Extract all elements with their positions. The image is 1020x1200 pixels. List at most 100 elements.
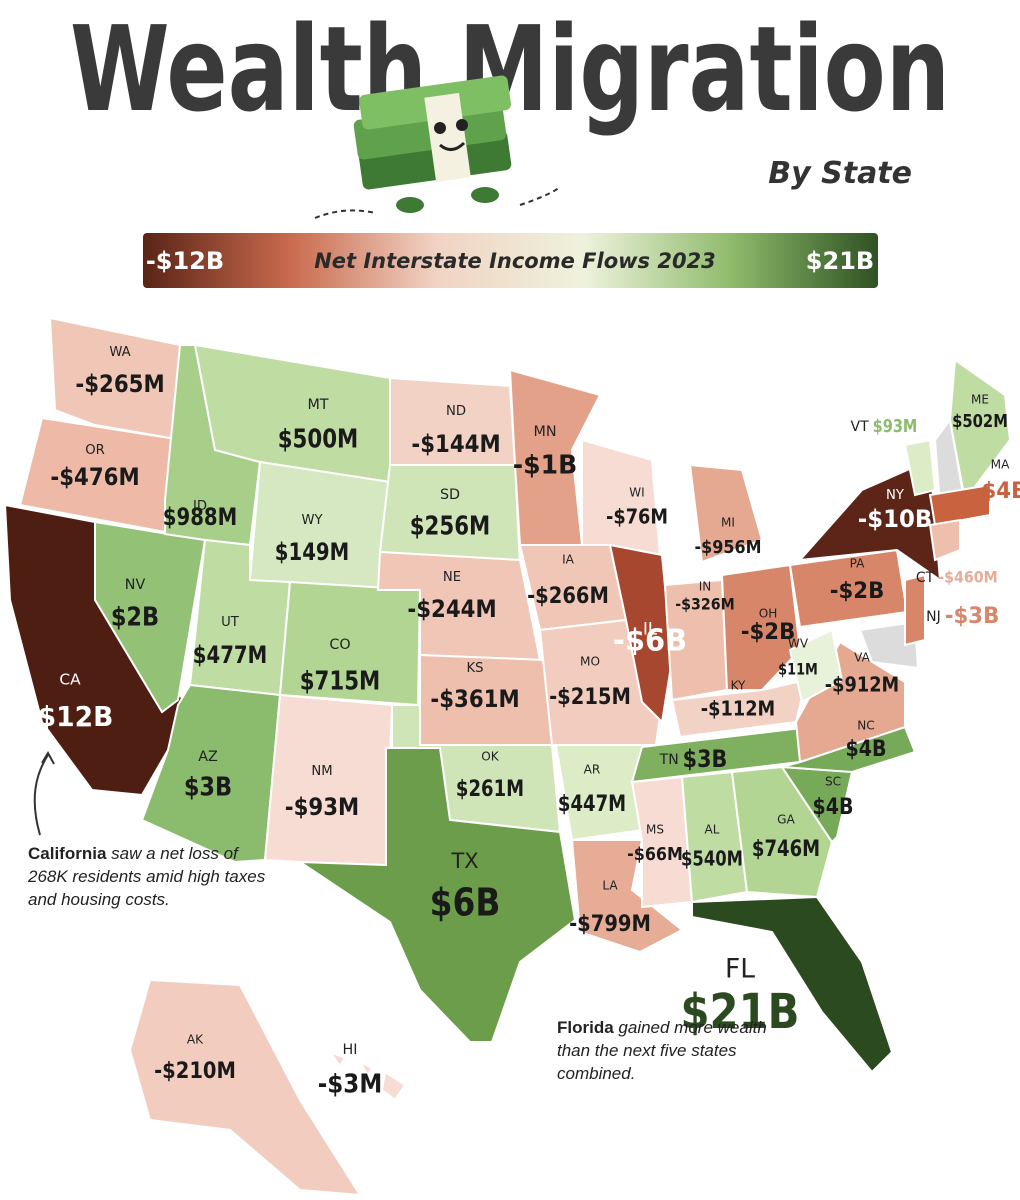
state-abbr: UT (221, 615, 240, 630)
state-abbr: MN (533, 424, 556, 440)
state-shape (730, 765, 834, 899)
state-abbr: MA (991, 458, 1010, 472)
state-value: $502M (952, 411, 1008, 432)
state-shape (263, 693, 394, 867)
state-value: -$3M (318, 1070, 382, 1100)
state-value: -$361M (430, 685, 519, 713)
annotation-text: gained more wealth than the next five st… (557, 1018, 767, 1083)
state-abbr: AR (584, 763, 601, 777)
state-value: $988M (163, 503, 237, 531)
state-abbr: CT (916, 570, 935, 586)
state-value: -$76M (606, 505, 668, 529)
state-shape (296, 747, 577, 1043)
state-value: $93M (873, 416, 918, 437)
state-shape (688, 463, 764, 564)
state-abbr: NV (125, 577, 146, 593)
state-value: $4B (846, 737, 887, 762)
state-shape (581, 438, 662, 557)
state-value: -$6B (613, 624, 687, 659)
state-abbr: VA (854, 651, 870, 665)
state-abbr: LA (602, 879, 618, 893)
state-value: -$112M (701, 697, 775, 721)
state-value: $256M (410, 512, 491, 542)
state-value: -$326M (675, 595, 735, 614)
state-abbr: VT (851, 419, 870, 435)
state-abbr: MT (307, 397, 328, 413)
state-value: -$912M (825, 673, 899, 697)
state-value: -$265M (75, 370, 164, 398)
state-shape (608, 543, 674, 725)
state-abbr: NJ (926, 609, 941, 625)
state-abbr: SD (440, 487, 460, 503)
state-abbr: TX (450, 849, 478, 873)
arrow (33, 754, 49, 836)
state-abbr: NM (311, 764, 332, 779)
state-abbr: MI (721, 516, 735, 530)
state-abbr: CO (329, 637, 350, 653)
annotation-text: saw a net loss of 268K residents amid hi… (28, 844, 266, 909)
legend-title: Net Interstate Income Flows 2023 (314, 249, 716, 273)
state-value: $715M (300, 667, 381, 697)
state-shape (720, 563, 802, 691)
state-abbr: SC (825, 775, 841, 789)
state-labels: WA -$265M OR -$476M CA -$12B NV $2B ID$988M MT $50… (27, 345, 1020, 1100)
state-abbr: IL (643, 620, 658, 639)
state-value: $4B (813, 795, 854, 820)
state-abbr: AZ (198, 749, 218, 765)
state-shape (904, 573, 926, 647)
legend-min: -$12B (146, 247, 224, 275)
state-value: -$93M (285, 793, 359, 821)
state-value: -$2B (741, 620, 796, 645)
state-abbr: WI (629, 486, 644, 500)
subtitle: By State (768, 156, 912, 191)
state-value: -$3B (945, 604, 1000, 629)
annotation-bold: Florida (557, 1018, 614, 1037)
state-abbr: OH (759, 607, 778, 621)
state-abbr: OR (85, 443, 105, 458)
state-abbr: IA (562, 553, 575, 567)
state-abbr: AK (187, 1033, 204, 1047)
state-shape (903, 438, 937, 497)
state-abbr: OK (481, 750, 500, 764)
arrow-head (41, 750, 55, 765)
state-abbr: PA (850, 557, 866, 571)
money-icon (314, 75, 561, 219)
state-abbr: NC (857, 719, 875, 733)
state-value: -$799M (569, 912, 651, 937)
state-abbr: ME (971, 393, 989, 407)
annotation: Florida gained more wealth than the next… (557, 1016, 797, 1085)
state-value: -$476M (50, 463, 139, 491)
state-value: -$1B (513, 451, 577, 481)
state-value: $149M (275, 538, 349, 566)
state-value: $6B (430, 881, 501, 925)
state-value: $500M (278, 425, 359, 455)
state-value: -$10B (858, 505, 932, 533)
state-shape (327, 1049, 347, 1068)
annotation-bold: California (28, 844, 107, 863)
state-shape (128, 978, 362, 1197)
state-value: -$4B (973, 479, 1020, 504)
title: Wealth Migration (70, 0, 950, 138)
annotation: California saw a net loss of 268K reside… (28, 842, 268, 911)
state-value: $261M (456, 777, 524, 802)
state-value: $447M (558, 792, 626, 817)
state-abbr: MO (580, 655, 600, 669)
state-abbr: TN (659, 752, 679, 768)
state-abbr: FL (725, 954, 755, 985)
state-value: $21B (680, 984, 799, 1040)
state-shape (928, 483, 991, 527)
state-abbr: KY (731, 679, 746, 693)
state-abbr: MS (646, 823, 664, 837)
legend-max: $21B (806, 247, 874, 275)
state-value: $2B (111, 603, 159, 633)
state-abbr: NE (443, 570, 461, 585)
state-abbr: HI (343, 1042, 358, 1058)
legend-bar (143, 233, 878, 288)
state-value: $746M (752, 837, 820, 862)
state-value: -$210M (154, 1059, 236, 1084)
state-shape (630, 775, 694, 909)
state-abbr: WA (109, 345, 130, 360)
state-abbr: WY (301, 513, 323, 528)
